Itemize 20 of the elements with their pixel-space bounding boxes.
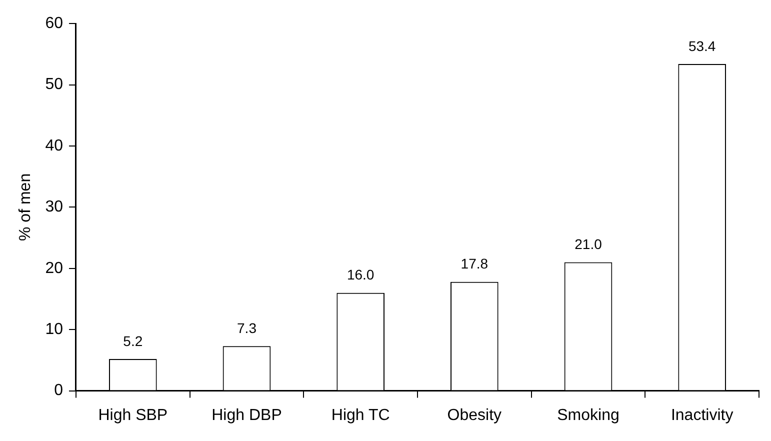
y-tick-label: 50 <box>45 76 64 94</box>
y-tick-label: 0 <box>54 382 64 400</box>
data-label: 17.8 <box>460 256 488 272</box>
x-tick-label: Inactivity <box>670 406 734 424</box>
data-label: 53.4 <box>688 38 716 54</box>
x-tick-label: Obesity <box>447 406 502 424</box>
data-label: 16.0 <box>346 266 374 283</box>
y-tick-label: 30 <box>45 198 64 216</box>
data-label: 21.0 <box>574 236 602 252</box>
x-tick-label: High SBP <box>98 406 168 424</box>
y-tick-label: 60 <box>45 15 64 32</box>
data-label: 5.2 <box>123 332 143 349</box>
y-tick-label: 10 <box>45 321 64 338</box>
x-tick-label: High DBP <box>212 406 282 424</box>
x-tick-label: Smoking <box>557 406 620 424</box>
x-tick-label: High TC <box>331 406 390 424</box>
data-label: 7.3 <box>237 320 257 336</box>
y-tick-label: 20 <box>45 260 64 277</box>
y-tick-label: 40 <box>45 137 64 154</box>
y-axis-title: % of men <box>17 173 34 241</box>
